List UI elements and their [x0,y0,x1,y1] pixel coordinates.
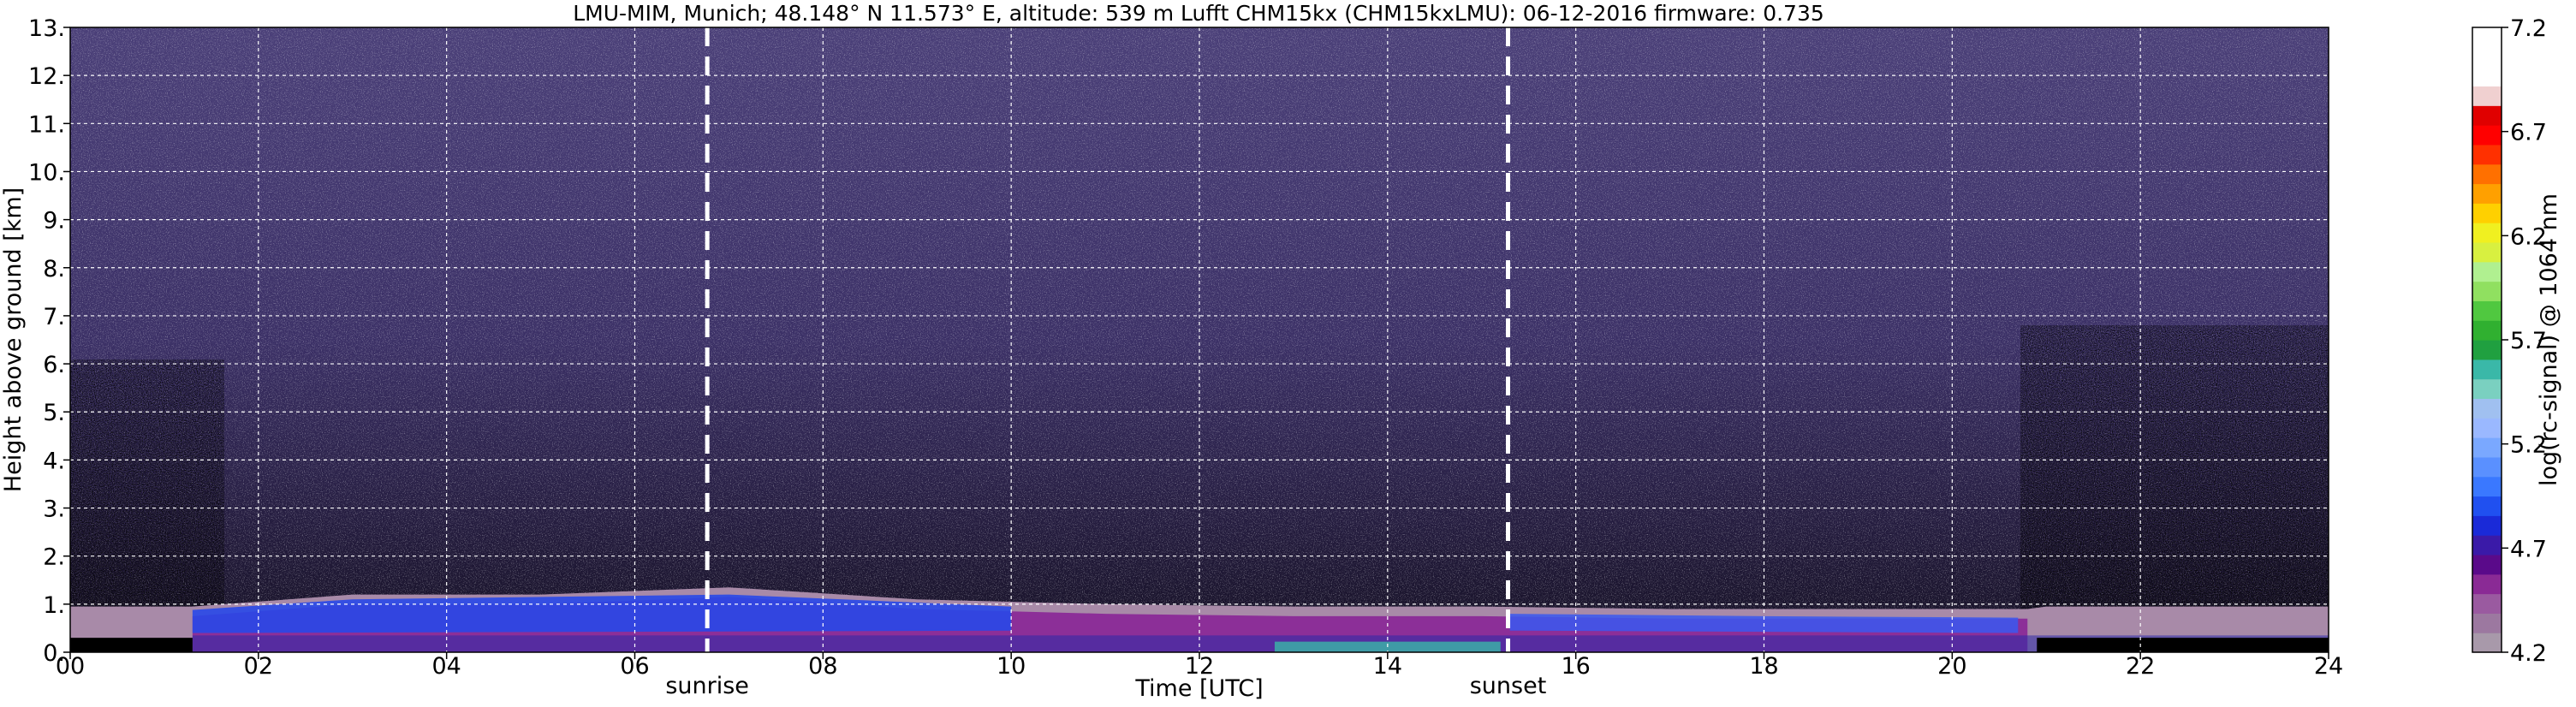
colorbar-segment [2472,163,2502,185]
colorbar-segment [2472,398,2502,419]
colorbar-segment [2472,300,2502,321]
x-tick-label: 14 [1373,653,1402,680]
aerosol-layers [70,587,2329,652]
colorbar-segment [2472,223,2502,243]
colorbar-segment [2472,183,2502,204]
colorbar-tick-label: 4.7 [2510,536,2547,562]
sun-lines: sunrise sunset [665,27,1546,699]
colorbar-segment [2472,554,2502,575]
colorbar-segment [2472,281,2502,301]
colorbar-tick-label: 6.7 [2510,120,2547,146]
y-tick-label: 0. [43,640,65,667]
chart-title: LMU-MIM, Munich; 48.148° N 11.573° E, al… [573,1,1824,26]
x-tick-label: 18 [1749,653,1778,680]
colorbar-segment [2472,456,2502,478]
x-tick-label: 08 [808,653,837,680]
colorbar-segment [2472,105,2502,126]
sunset-label: sunset [1470,673,1547,699]
colorbar-tick-label: 5.7 [2510,328,2547,354]
x-tick-label: 04 [431,653,461,680]
blue-aerosol-layer-morning [192,594,1012,633]
colorbar-segment [2472,476,2502,497]
colorbar-segment [2472,418,2502,438]
y-tick-label: 4. [43,448,65,474]
noise-overlay-dark-right [2020,325,2329,633]
noise-overlay [70,27,2329,652]
y-tick-label: 8. [43,256,65,282]
colorbar-segment [2472,633,2502,653]
colorbar-tick-label: 6.2 [2510,223,2547,250]
plot-area: sunrise sunset [69,27,2329,699]
x-tick-label: 10 [996,653,1026,680]
x-tick-label: 22 [2126,653,2155,680]
colorbar-segment [2472,437,2502,458]
colorbar-segment [2472,593,2502,614]
y-tick-label: 2. [43,544,65,571]
colorbar-segment [2472,573,2502,595]
colorbar-tick-label: 7.2 [2510,15,2547,42]
colorbar-segment [2472,613,2502,633]
y-tick-label: 13. [28,15,65,42]
colorbar-segment [2472,203,2502,223]
sunrise-label: sunrise [665,673,749,699]
colorbar-segment [2472,241,2502,263]
colorbar-segment [2472,86,2502,106]
y-tick-label: 10. [28,159,65,186]
noise-overlay-dark-left [70,359,224,633]
colorbar-segment [2472,535,2502,556]
x-axis-label: Time [UTC] [1134,675,1263,702]
colorbar-segment [2472,320,2502,341]
x-tick-label: 20 [1937,653,1966,680]
colorbar-segment [2472,359,2502,380]
colorbar-tick-label: 4.2 [2510,640,2547,667]
y-tick-label: 12. [28,63,65,90]
colorbar-segment [2472,515,2502,536]
y-axis: 0. 1. 2. 3. 4. 5. 6. 7. 8. 9. 10. 11. 12. 13. [28,15,70,667]
colorbar-segment [2472,340,2502,360]
colorbar-segment [2472,261,2502,282]
colorbar: 4.2 4.7 5.2 5.7 6.2 6.7 7.2 [2472,15,2547,667]
grid [70,27,2329,652]
x-tick-label: 00 [56,653,85,680]
colorbar-segment [2472,46,2502,68]
x-tick-label: 24 [2314,653,2343,680]
colorbar-tick-label: 5.2 [2510,432,2547,459]
x-tick-label: 02 [244,653,273,680]
colorbar-segment [2472,496,2502,516]
colorbar-segment [2472,378,2502,400]
y-tick-label: 9. [43,208,65,235]
colorbar-label: log(rc-signal) @ 1064 nm [2536,193,2562,486]
y-tick-label: 7. [43,304,65,330]
colorbar-segment [2472,125,2502,146]
x-tick-label: 16 [1561,653,1590,680]
dark-surface-right [2037,638,2329,652]
y-tick-label: 1. [43,592,65,619]
colorbar-segment [2472,66,2502,87]
colorbar-segment [2472,27,2502,48]
y-axis-label: Height above ground [km] [0,187,27,492]
colorbar-segment [2472,144,2502,165]
y-tick-label: 11. [28,111,65,138]
y-tick-label: 6. [43,352,65,378]
x-axis: 00 02 04 06 08 10 12 14 16 18 20 22 24 [56,652,2343,680]
x-tick-label: 12 [1185,653,1214,680]
y-tick-label: 3. [43,496,65,523]
y-tick-label: 5. [43,400,65,426]
x-tick-label: 06 [620,653,649,680]
dark-surface-left [70,638,193,652]
near-ground-layer [192,635,2329,652]
